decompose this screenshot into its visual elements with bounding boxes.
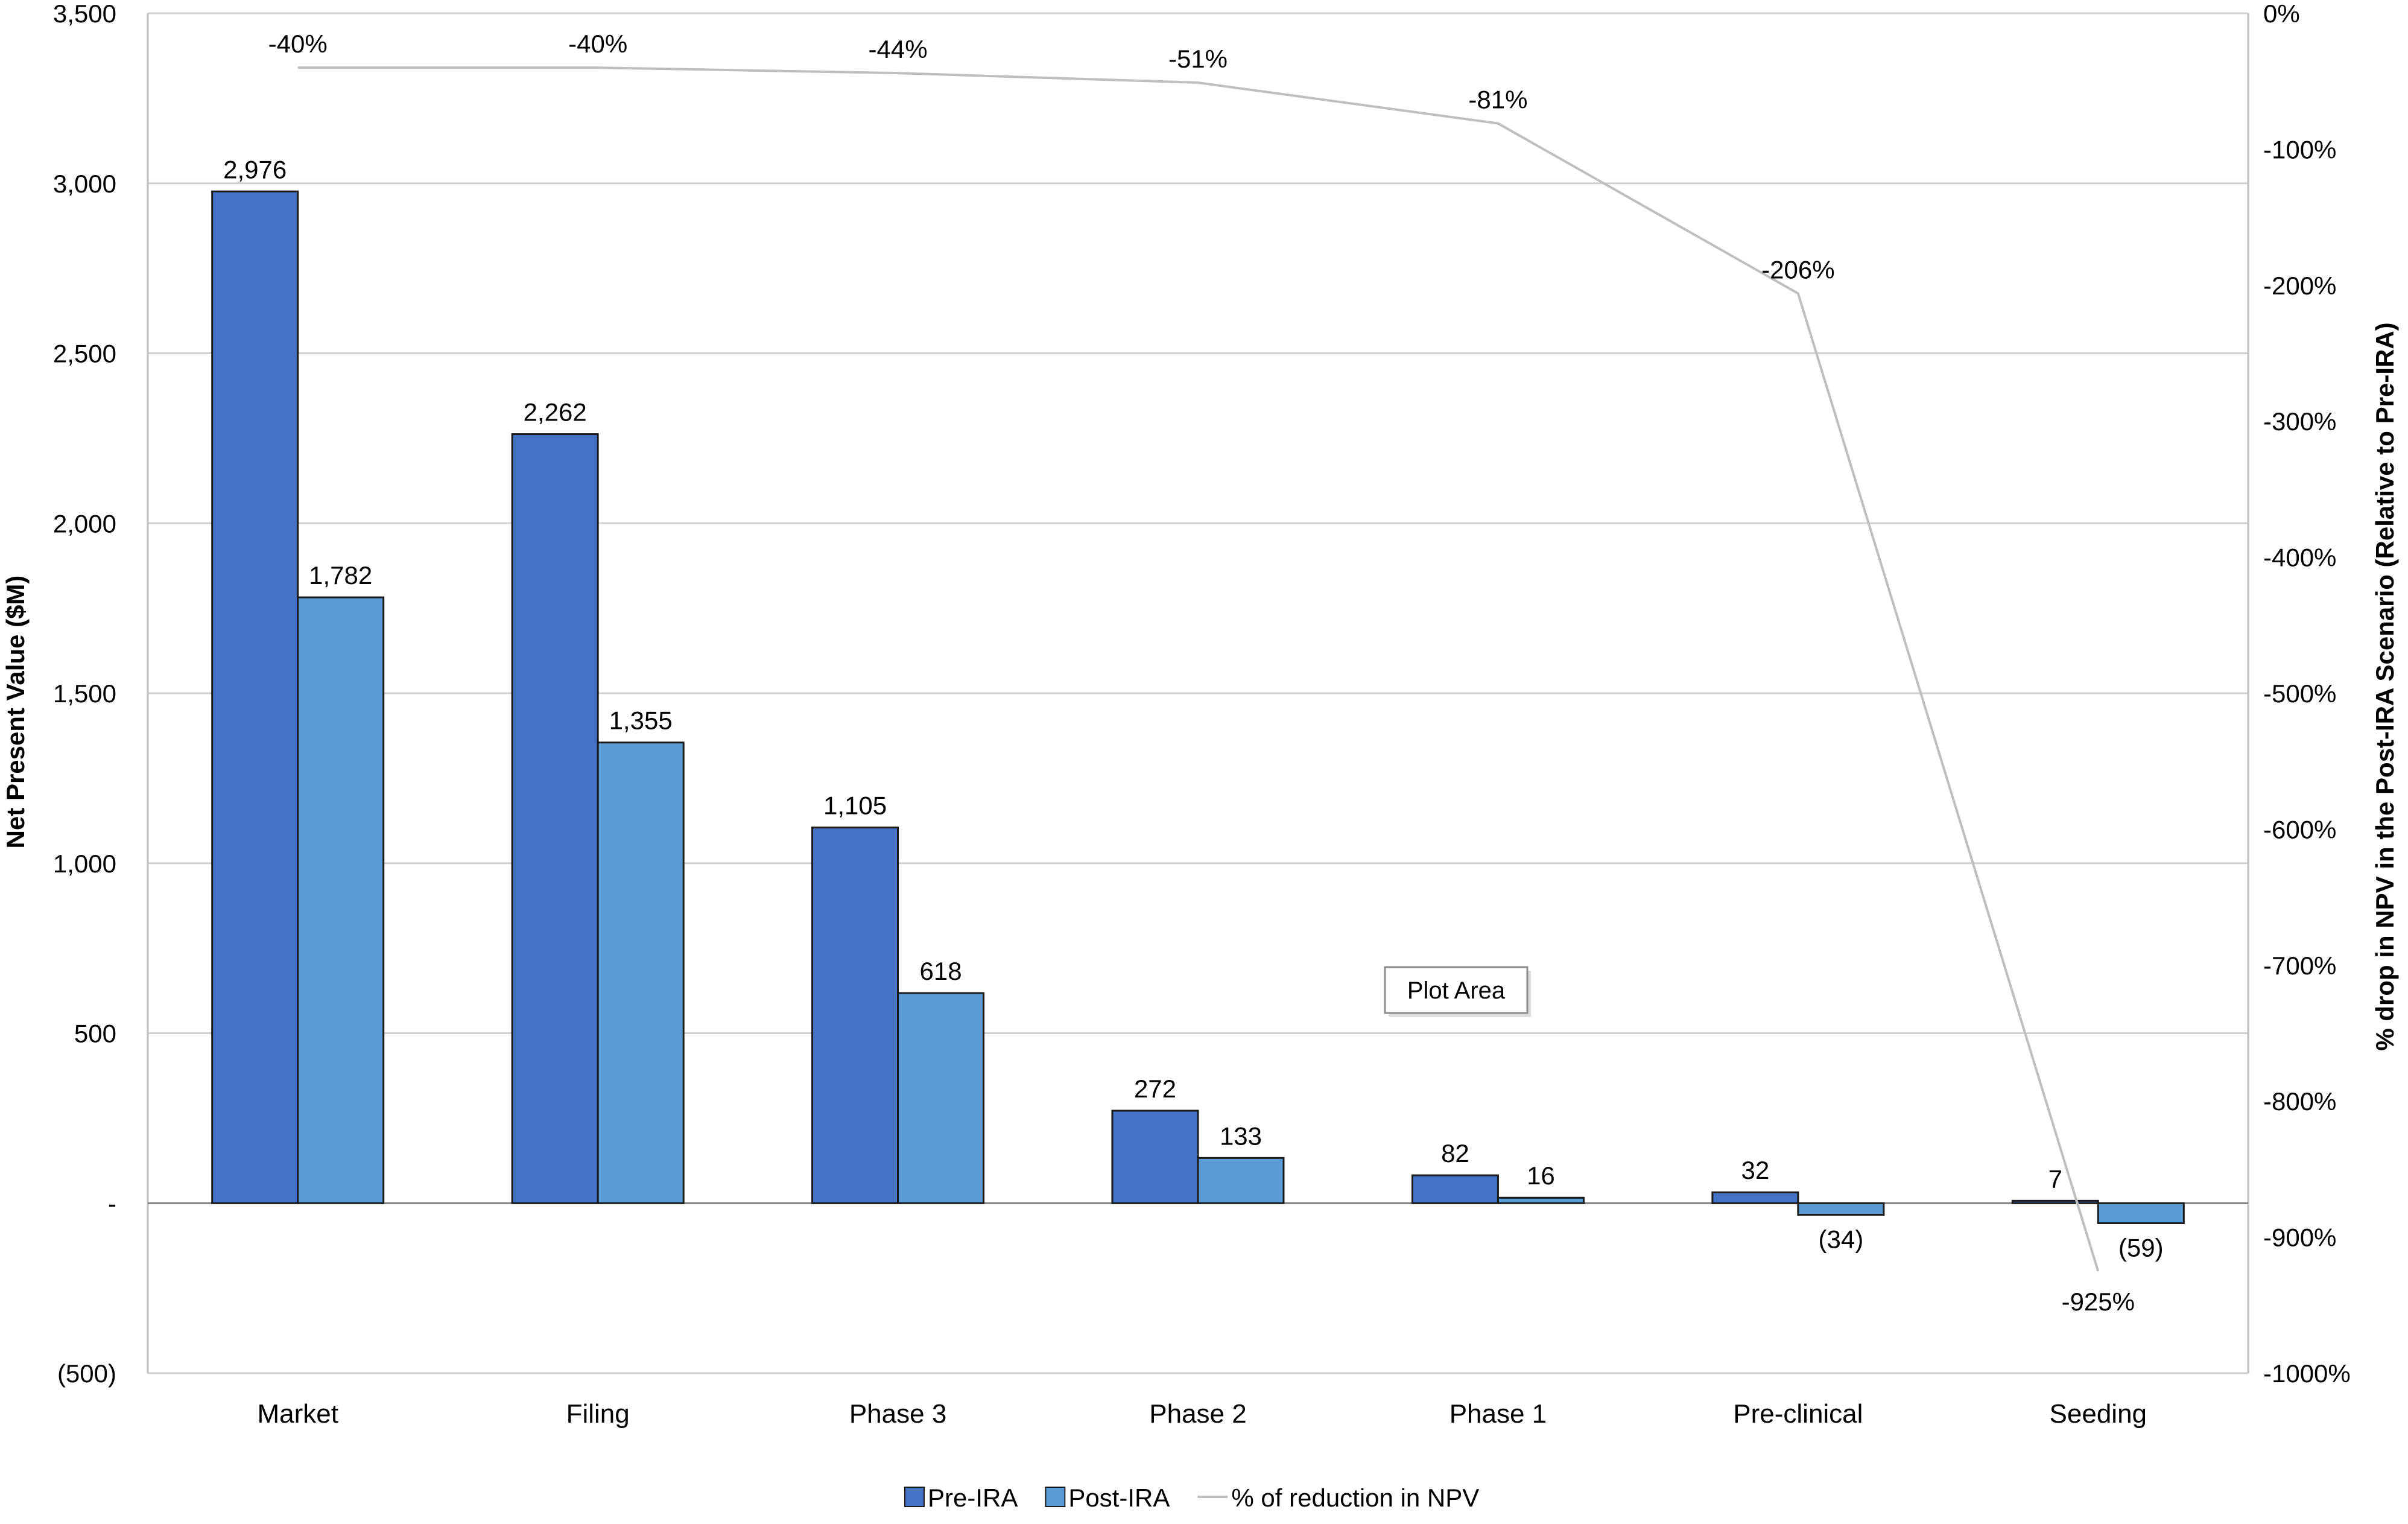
y2-tick-label: -700%: [2263, 951, 2336, 980]
bar-pre-ira: [811, 827, 899, 1204]
bar-post-ira: [297, 596, 385, 1204]
bar-data-label: 82: [1441, 1139, 1469, 1167]
y-tick-label: 2,000: [53, 509, 116, 538]
bar-pre-ira: [511, 433, 599, 1204]
y2-tick-label: -200%: [2263, 271, 2336, 300]
bar-pre-ira: [1411, 1174, 1499, 1204]
bar-data-label: 16: [1527, 1161, 1555, 1190]
gridlines: [148, 12, 2248, 1374]
bar-post-ira: [1197, 1157, 1285, 1204]
y2-axis-title: % drop in NPV in the Post-IRA Scenario (…: [2371, 322, 2399, 1050]
y2-tick-label: -1000%: [2263, 1359, 2351, 1388]
x-tick-label: Seeding: [2050, 1399, 2147, 1429]
bar-data-label: (34): [1819, 1225, 1864, 1253]
bar-data-label: 2,262: [524, 398, 587, 427]
bar-data-label: 7: [2048, 1164, 2062, 1193]
legend-swatch: [904, 1487, 925, 1507]
bar-post-ira: [1497, 1196, 1585, 1204]
y2-tick-label: -400%: [2263, 544, 2336, 572]
reduction-line: [297, 66, 2100, 1272]
line-data-label: -206%: [1761, 255, 1834, 284]
data-labels: 2,976 2,262 1,105 272 82 32 7 1,782 1,355 618 133 1…: [223, 30, 2163, 1316]
legend: Pre-IRA Post-IRA % of reduction in NPV: [904, 1484, 1479, 1512]
bar-pre-ira: [2011, 1199, 2099, 1204]
bar-data-label: (59): [2118, 1233, 2164, 1262]
y-tick-label: 3,500: [53, 0, 116, 28]
y-tick-label: 3,000: [53, 170, 116, 198]
bar-data-label: 272: [1134, 1075, 1176, 1103]
y2-tick-label: -900%: [2263, 1224, 2336, 1252]
y-tick-label: 500: [74, 1020, 116, 1048]
y2-tick-label: -800%: [2263, 1087, 2336, 1116]
bar-pre-ira: [211, 190, 299, 1204]
bar-data-label: 133: [1220, 1122, 1262, 1150]
bar-post-ira: [597, 741, 685, 1204]
y-tick-label: 1,000: [53, 849, 116, 878]
axes: 3,500 3,000 2,500 2,000 1,500 1,000 500 - (500) 0…: [53, 0, 2351, 1429]
reduction-line-path: [297, 66, 2100, 1272]
bar-data-label: 1,105: [823, 792, 887, 820]
y-tick-label: (500): [57, 1359, 116, 1388]
bar-data-label: 1,782: [309, 561, 372, 589]
plot-area-tag: Plot Area: [1384, 966, 1531, 1017]
x-tick-label: Pre-clinical: [1733, 1399, 1863, 1429]
line-data-label: -40%: [268, 30, 328, 58]
x-tick-label: Phase 3: [849, 1399, 946, 1429]
bar-pre-ira: [1111, 1110, 1199, 1204]
line-data-label: -40%: [568, 30, 627, 58]
plot-area-tag-box: [1384, 966, 1529, 1014]
y-tick-label: 1,500: [53, 679, 116, 708]
x-tick-label: Market: [257, 1399, 338, 1429]
bar-data-label: 1,355: [609, 706, 673, 735]
x-tick-label: Phase 2: [1149, 1399, 1246, 1429]
bar-post-ira: [2097, 1202, 2185, 1224]
bar-data-label: 32: [1741, 1156, 1769, 1184]
bars: [211, 190, 2185, 1224]
y-tick-label: 2,500: [53, 340, 116, 368]
bar-data-label: 618: [920, 957, 962, 985]
y2-tick-label: 0%: [2263, 0, 2300, 28]
y2-tick-label: -500%: [2263, 679, 2336, 708]
y2-tick-label: -300%: [2263, 407, 2336, 436]
bar-post-ira: [1797, 1202, 1885, 1216]
bar-data-label: 2,976: [223, 155, 287, 183]
bar-post-ira: [897, 992, 985, 1204]
x-tick-label: Filing: [566, 1399, 630, 1429]
line-data-label: -81%: [1468, 86, 1527, 114]
y2-tick-label: -600%: [2263, 815, 2336, 843]
legend-label: % of reduction in NPV: [1231, 1484, 1479, 1512]
y-axis-title: Net Present Value ($M): [1, 576, 30, 849]
y2-tick-label: -100%: [2263, 135, 2336, 164]
x-tick-label: Phase 1: [1450, 1399, 1547, 1429]
plot-area-tag-text: Plot Area: [1407, 977, 1506, 1004]
y-tick-label: -: [108, 1189, 116, 1218]
line-data-label: -51%: [1168, 45, 1228, 73]
line-data-label: -44%: [869, 35, 928, 63]
legend-swatch: [1045, 1487, 1066, 1507]
legend-label: Post-IRA: [1068, 1484, 1170, 1512]
bar-pre-ira: [1711, 1191, 1799, 1204]
line-data-label: -925%: [2062, 1287, 2135, 1316]
legend-label: Pre-IRA: [928, 1484, 1018, 1512]
